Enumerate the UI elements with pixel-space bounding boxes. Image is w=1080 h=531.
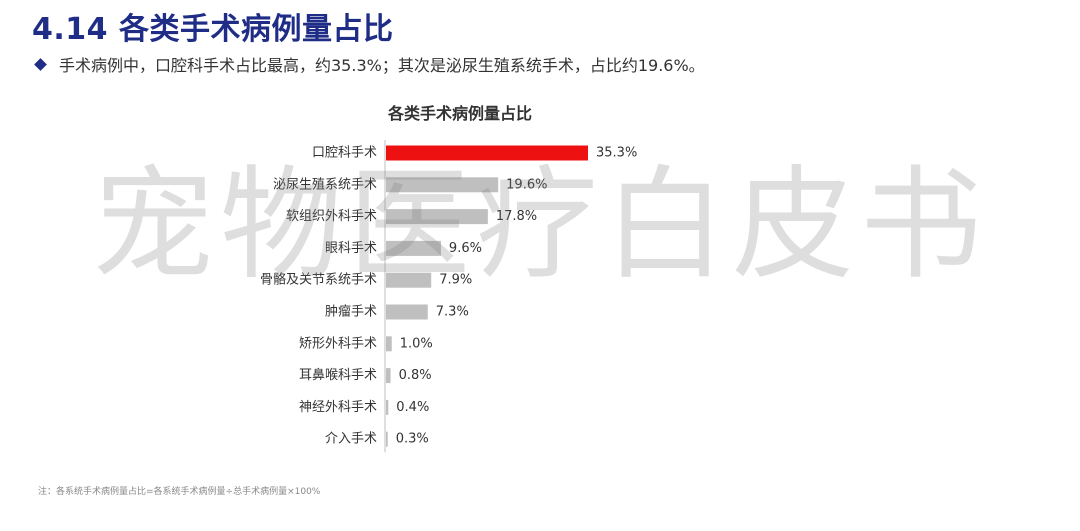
category-label: 介入手术 — [325, 432, 377, 447]
value-label: 19.6% — [506, 177, 547, 192]
bar — [386, 368, 391, 384]
value-label: 35.3% — [596, 146, 637, 161]
value-label: 9.6% — [449, 241, 482, 256]
category-label: 骨骼及关节系统手术 — [260, 272, 377, 288]
summary-text: 手术病例中，口腔科手术占比最高，约35.3%；其次是泌尿生殖系统手术，占比约19… — [59, 56, 705, 75]
value-label: 7.9% — [439, 273, 472, 288]
category-label: 眼科手术 — [325, 241, 377, 256]
category-label: 软组织外科手术 — [286, 209, 377, 224]
category-label: 口腔科手术 — [312, 146, 377, 161]
value-label: 0.4% — [396, 400, 429, 415]
value-label: 0.8% — [399, 368, 432, 383]
value-label: 7.3% — [436, 305, 469, 320]
bar — [386, 209, 488, 225]
bar — [386, 336, 392, 352]
summary-line: 手术病例中，口腔科手术占比最高，约35.3%；其次是泌尿生殖系统手术，占比约19… — [32, 52, 705, 76]
value-label: 0.3% — [396, 432, 429, 447]
category-label: 耳鼻喉科手术 — [299, 367, 377, 383]
highlight-bar — [386, 145, 588, 161]
category-label: 神经外科手术 — [299, 400, 377, 415]
chart-title: 各类手术病例量占比 — [387, 104, 532, 123]
value-label: 1.0% — [400, 336, 433, 351]
category-label: 泌尿生殖系统手术 — [273, 176, 377, 192]
bar — [386, 272, 432, 288]
category-label: 肿瘤手术 — [325, 304, 377, 320]
bar — [386, 304, 428, 320]
value-label: 17.8% — [496, 209, 537, 224]
bar — [386, 431, 388, 447]
footnote: 注：各系统手术病例量占比=各系统手术病例量÷总手术病例量×100% — [38, 487, 321, 497]
bar — [386, 240, 441, 256]
bar — [386, 177, 499, 193]
category-label: 矫形外科手术 — [299, 336, 377, 351]
bar — [386, 399, 389, 415]
page-title: 4.14 各类手术病例量占比 — [32, 12, 394, 47]
